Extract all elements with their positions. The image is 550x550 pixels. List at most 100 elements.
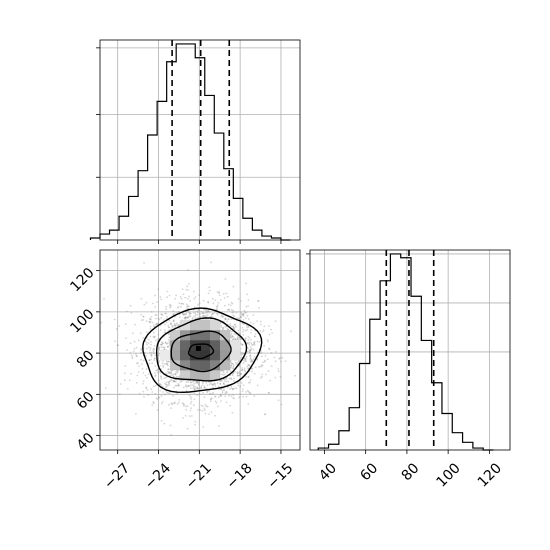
scatter-point xyxy=(211,393,214,395)
density-cell xyxy=(170,330,181,341)
scatter-point xyxy=(270,365,273,367)
scatter-point xyxy=(170,434,173,436)
density-cell xyxy=(180,360,191,371)
scatter-point xyxy=(157,333,160,336)
scatter-point xyxy=(137,339,140,342)
scatter-point xyxy=(176,322,178,324)
scatter-point xyxy=(262,329,265,331)
scatter-point xyxy=(222,382,225,385)
scatter-point xyxy=(216,305,218,308)
scatter-point xyxy=(172,379,175,382)
scatter-point xyxy=(249,358,252,360)
scatter-point xyxy=(196,380,198,383)
scatter-point xyxy=(182,313,185,316)
scatter-point xyxy=(186,427,189,430)
scatter-point xyxy=(232,335,234,338)
scatter-point xyxy=(125,337,127,339)
scatter-point xyxy=(223,383,226,386)
scatter-point xyxy=(222,387,225,390)
scatter-point xyxy=(153,357,156,360)
y-tick-label: 60 xyxy=(74,389,98,413)
scatter-point xyxy=(224,380,226,382)
scatter-point xyxy=(158,347,161,350)
scatter-point xyxy=(197,384,200,387)
scatter-point xyxy=(174,384,177,387)
scatter-point xyxy=(230,364,233,367)
scatter-point xyxy=(208,289,211,292)
scatter-point xyxy=(140,313,143,316)
scatter-point xyxy=(174,324,177,327)
density-cell xyxy=(170,340,181,351)
scatter-point xyxy=(191,381,194,383)
scatter-point xyxy=(241,367,244,369)
scatter-point xyxy=(237,298,240,300)
scatter-point xyxy=(247,403,250,405)
scatter-point xyxy=(258,341,260,343)
scatter-point xyxy=(185,313,188,315)
scatter-point xyxy=(238,332,241,334)
scatter-point xyxy=(158,397,161,399)
scatter-point xyxy=(231,330,233,333)
scatter-point xyxy=(200,404,203,407)
scatter-point xyxy=(242,313,245,316)
density-cell xyxy=(230,350,241,361)
scatter-point xyxy=(167,392,170,394)
scatter-point xyxy=(183,403,186,406)
scatter-point xyxy=(197,308,200,311)
scatter-point xyxy=(163,393,166,396)
density-cell xyxy=(210,360,221,371)
scatter-point xyxy=(140,358,142,361)
scatter-point xyxy=(240,316,243,318)
scatter-point xyxy=(167,368,170,370)
scatter-point xyxy=(249,357,252,360)
scatter-point xyxy=(139,332,142,335)
scatter-point xyxy=(264,359,266,362)
scatter-point xyxy=(217,405,219,408)
scatter-point xyxy=(220,394,223,397)
scatter-point xyxy=(168,360,171,363)
scatter-point xyxy=(234,361,237,364)
scatter-point xyxy=(222,369,225,372)
scatter-point xyxy=(166,384,169,386)
scatter-point xyxy=(275,351,277,353)
scatter-point xyxy=(234,338,237,341)
scatter-point xyxy=(270,328,272,331)
scatter-point xyxy=(225,292,228,295)
scatter-point xyxy=(177,323,179,326)
scatter-point xyxy=(190,381,193,384)
scatter-point xyxy=(194,386,197,388)
scatter-point xyxy=(222,374,225,376)
density-contour xyxy=(142,307,263,394)
scatter-point xyxy=(253,342,256,345)
scatter-point xyxy=(148,359,151,362)
scatter-point xyxy=(231,411,234,414)
scatter-point xyxy=(243,369,246,372)
scatter-point xyxy=(250,329,253,331)
scatter-point xyxy=(170,323,173,325)
scatter-point xyxy=(215,402,218,404)
scatter-point xyxy=(153,336,156,339)
scatter-point xyxy=(130,372,133,375)
scatter-point xyxy=(162,342,164,345)
scatter-point xyxy=(149,335,152,338)
scatter-point xyxy=(177,384,179,387)
scatter-point xyxy=(187,305,189,307)
scatter-point xyxy=(182,404,185,407)
scatter-point xyxy=(148,338,150,341)
scatter-point xyxy=(227,303,230,306)
scatter-point xyxy=(240,356,243,359)
scatter-point xyxy=(217,301,220,304)
scatter-point xyxy=(152,302,154,305)
scatter-point xyxy=(167,372,170,375)
scatter-point xyxy=(170,372,173,375)
scatter-point xyxy=(185,408,188,411)
scatter-point xyxy=(223,297,226,299)
scatter-point xyxy=(233,333,236,335)
scatter-point xyxy=(182,417,185,419)
scatter-point xyxy=(264,413,266,416)
scatter-point xyxy=(223,304,226,307)
scatter-point xyxy=(244,338,247,340)
scatter-point xyxy=(154,392,157,395)
scatter-point xyxy=(199,316,202,318)
scatter-point xyxy=(233,397,236,400)
